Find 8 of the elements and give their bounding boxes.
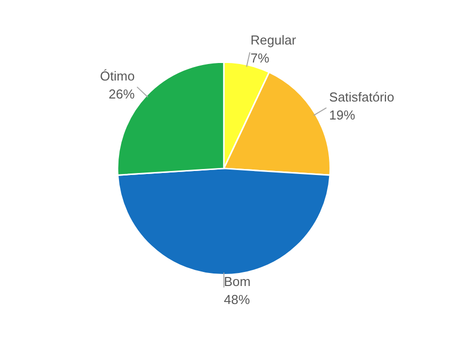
data-label: 26%: [108, 86, 136, 102]
slice-label: Satisfatório: [329, 90, 394, 105]
slice-label: Bom: [224, 274, 251, 290]
slice-label: Regular: [250, 32, 297, 48]
slice-label: Ótimo: [100, 68, 135, 84]
data-label: 19%: [329, 108, 356, 123]
data-label: 7%: [250, 50, 270, 66]
data-label: 48%: [224, 292, 250, 308]
